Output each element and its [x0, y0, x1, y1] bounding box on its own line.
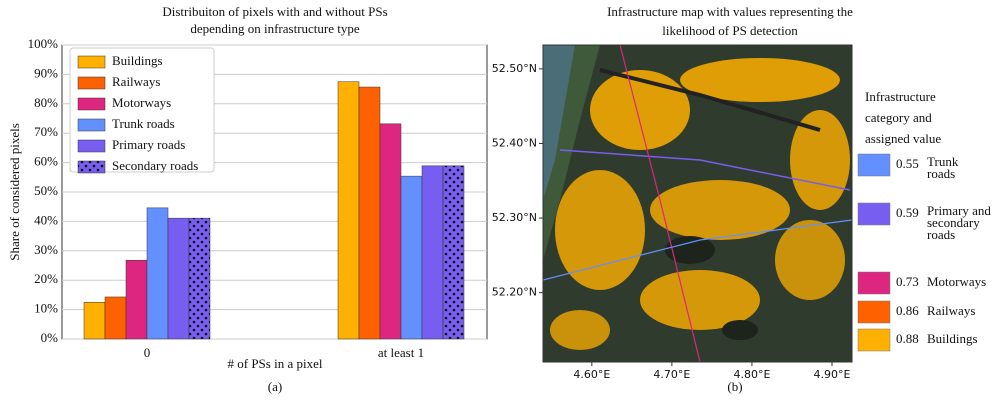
bar	[379, 123, 402, 340]
bar	[421, 165, 444, 340]
x-tick-label: 0	[144, 345, 151, 360]
legend-label: secondary	[927, 215, 980, 230]
x-tick-label: 4.70°E	[653, 368, 690, 381]
legend-swatch	[77, 97, 106, 111]
legend-label: Motorways	[927, 274, 986, 289]
y-tick-label: 52.20°N	[492, 286, 537, 299]
y-tick-label: 80%	[34, 95, 58, 110]
legend-value: 0.86	[896, 303, 919, 318]
y-tick-label: 70%	[34, 124, 58, 139]
legend-value: 0.73	[896, 274, 919, 289]
bar	[104, 296, 127, 340]
legend-label: Railways	[927, 303, 975, 318]
legend-swatch	[77, 55, 106, 69]
legend-value: 0.88	[896, 331, 919, 346]
legend-box	[69, 47, 215, 173]
caption: (a)	[268, 379, 282, 394]
map-title: likelihood of PS detection	[662, 23, 798, 38]
x-tick-label: 4.80°E	[733, 368, 770, 381]
legend-label: Primary and	[927, 203, 991, 218]
legend-label: Motorways	[112, 95, 171, 110]
y-axis-label: Share of considered pixels	[7, 123, 22, 261]
y-tick-label: 0%	[41, 330, 59, 345]
bar	[358, 86, 381, 340]
map-image	[543, 45, 852, 362]
bar	[167, 217, 190, 340]
legend-label: Buildings	[112, 53, 163, 68]
caption: (b)	[727, 379, 742, 394]
bar-pattern	[443, 165, 464, 339]
legend-label: Trunk roads	[112, 116, 175, 131]
legend-value: 0.55	[896, 156, 919, 171]
y-tick-label: 52.40°N	[492, 136, 537, 149]
bar	[83, 302, 106, 340]
legend-swatch	[857, 202, 891, 226]
chart-title: Distribuiton of pixels with and without …	[162, 4, 387, 19]
y-tick-label: 10%	[34, 301, 58, 316]
y-tick-label: 30%	[34, 242, 58, 257]
legend-swatch	[77, 139, 106, 153]
x-tick-label: 4.90°E	[814, 368, 851, 381]
map-frame	[542, 44, 853, 363]
legend-title: category and	[865, 110, 932, 125]
y-tick-label: 20%	[34, 271, 58, 286]
legend-swatch	[857, 153, 891, 177]
legend-value: 0.59	[896, 205, 919, 220]
legend-label: Trunk	[927, 154, 959, 169]
x-axis-label: # of PSs in a pixel	[228, 356, 323, 371]
legend-swatch	[857, 328, 891, 352]
x-tick-label: 4.60°E	[573, 368, 610, 381]
x-tick-label: at least 1	[378, 345, 424, 360]
legend-pattern	[78, 161, 105, 173]
y-tick-label: 52.30°N	[492, 211, 537, 224]
y-tick-label: 52.50°N	[492, 62, 537, 75]
bar	[337, 81, 360, 340]
y-tick-label: 60%	[34, 154, 58, 169]
chart-title: depending on infrastructure type	[190, 21, 360, 36]
legend-swatch	[857, 300, 891, 324]
bar	[146, 207, 169, 340]
map-title: Infrastructure map with values represent…	[607, 4, 853, 19]
bar-pattern	[189, 218, 210, 339]
y-tick-label: 50%	[34, 183, 58, 198]
legend-label: roads	[927, 166, 955, 181]
legend-swatch	[857, 271, 891, 295]
legend-swatch	[77, 76, 106, 90]
legend-swatch	[77, 118, 106, 132]
legend-label: Primary roads	[112, 137, 185, 152]
bar	[400, 175, 423, 340]
legend-label: roads	[927, 227, 955, 242]
y-tick-label: 100%	[28, 36, 59, 51]
legend-title: assigned value	[865, 131, 941, 146]
legend-label: Railways	[112, 74, 160, 89]
bar	[125, 259, 148, 340]
legend-label: Secondary roads	[112, 158, 198, 173]
y-tick-label: 40%	[34, 212, 58, 227]
legend-title: Infrastructure	[865, 89, 936, 104]
y-tick-label: 90%	[34, 65, 58, 80]
legend-label: Buildings	[927, 331, 978, 346]
